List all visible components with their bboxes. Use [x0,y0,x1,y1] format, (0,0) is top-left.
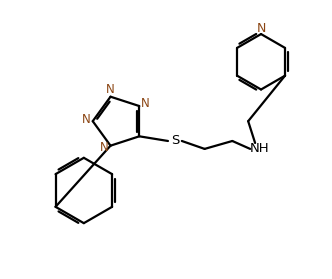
Text: S: S [171,134,179,148]
Text: N: N [100,141,109,154]
Text: N: N [256,21,266,35]
Text: N: N [106,83,115,96]
Text: N: N [81,113,90,126]
Text: NH: NH [250,142,270,155]
Text: N: N [141,97,150,110]
